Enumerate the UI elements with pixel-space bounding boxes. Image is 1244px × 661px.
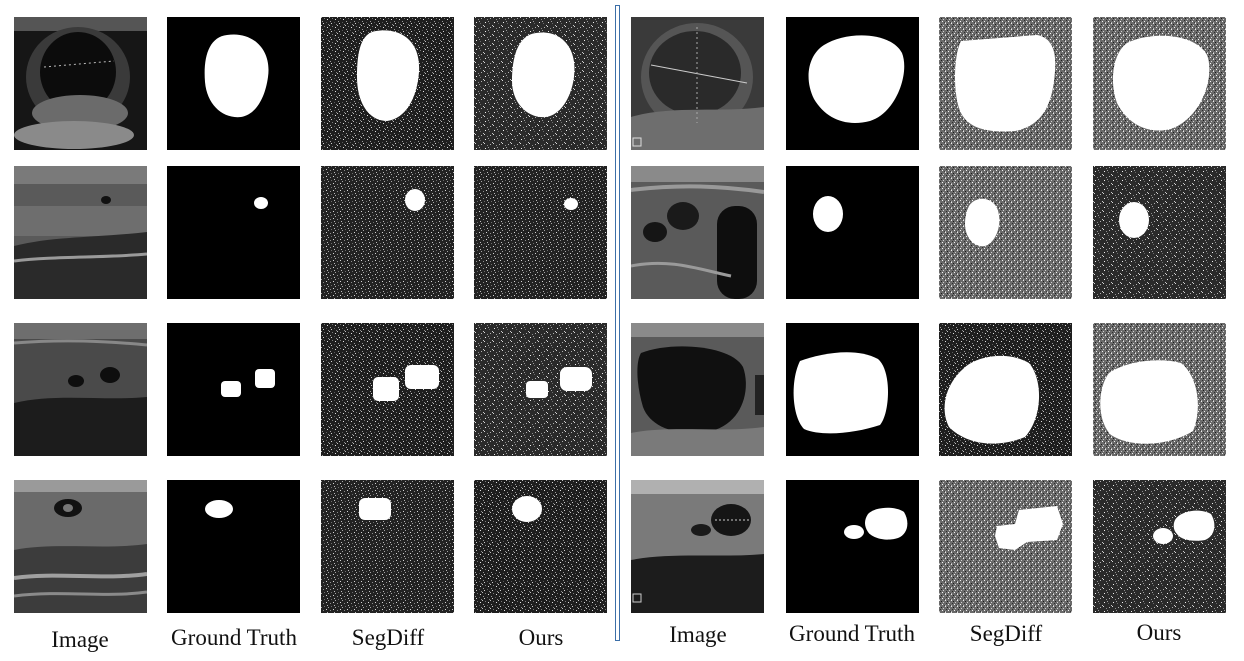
segdiff-mask-right-row2 [939,166,1072,299]
ours-mask-left-row1 [474,17,607,150]
segdiff-mask-right-row1 [939,17,1072,150]
segdiff-mask-left-row3 [321,323,454,456]
ground-truth-mask-right-row3 [786,323,919,456]
column-label-ours-right: Ours [1136,620,1182,645]
segdiff-mask-left-row4 [321,480,454,613]
column-label-segdiff-left: SegDiff [351,625,425,650]
ours-mask-right-row3 [1093,323,1226,456]
column-label-ours-left: Ours [518,625,564,650]
ours-mask-left-row2 [474,166,607,299]
segdiff-mask-left-row1 [321,17,454,150]
segdiff-mask-right-row3 [939,323,1072,456]
column-label-ground-truth-right: Ground Truth [789,621,915,646]
ultrasound-image-left-row1 [14,17,147,150]
ultrasound-image-right-row2 [631,166,764,299]
ultrasound-image-left-row3 [14,323,147,456]
column-label-image-right: Image [669,622,727,647]
ultrasound-image-right-row4 [631,480,764,613]
ultrasound-image-right-row1 [631,17,764,150]
ours-mask-right-row4 [1093,480,1226,613]
column-label-image-left: Image [51,627,109,652]
segdiff-mask-left-row2 [321,166,454,299]
ours-mask-right-row1 [1093,17,1226,150]
ground-truth-mask-left-row4 [167,480,300,613]
ultrasound-image-left-row4 [14,480,147,613]
ground-truth-mask-right-row1 [786,17,919,150]
ground-truth-mask-left-row1 [167,17,300,150]
ground-truth-mask-left-row2 [167,166,300,299]
panel-divider [615,5,620,641]
ultrasound-image-right-row3 [631,323,764,456]
ground-truth-mask-right-row4 [786,480,919,613]
ground-truth-mask-right-row2 [786,166,919,299]
ours-mask-right-row2 [1093,166,1226,299]
column-label-segdiff-right: SegDiff [969,621,1043,646]
segdiff-mask-right-row4 [939,480,1072,613]
ultrasound-image-left-row2 [14,166,147,299]
ours-mask-left-row4 [474,480,607,613]
ours-mask-left-row3 [474,323,607,456]
ground-truth-mask-left-row3 [167,323,300,456]
column-label-ground-truth-left: Ground Truth [171,625,297,650]
